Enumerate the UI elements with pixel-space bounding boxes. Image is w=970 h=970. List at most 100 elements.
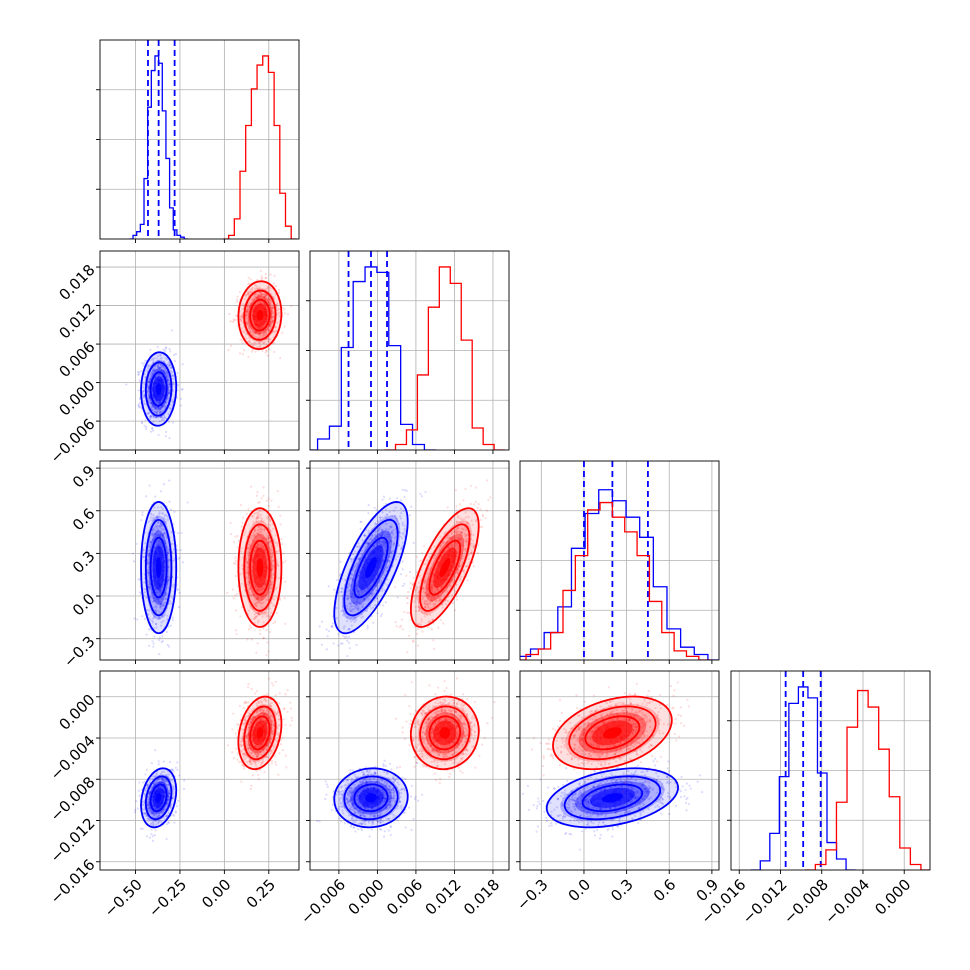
scatter-point <box>155 517 159 520</box>
scatter-point <box>400 546 404 549</box>
scatter-point <box>366 587 369 590</box>
scatter-point <box>140 518 143 522</box>
scatter-point <box>147 549 150 552</box>
scatter-point <box>159 522 162 525</box>
scatter-point <box>352 605 356 608</box>
scatter-point <box>256 601 259 604</box>
scatter-point <box>419 492 422 496</box>
scatter-point <box>444 581 447 584</box>
scatter-point <box>269 530 272 533</box>
scatter-point <box>237 539 240 542</box>
scatter-point <box>148 418 152 421</box>
scatter-point <box>376 612 379 615</box>
scatter-point <box>422 581 426 584</box>
scatter-point <box>368 543 371 546</box>
scatter-point <box>385 513 389 517</box>
scatter-point <box>361 605 364 608</box>
scatter-point <box>245 309 248 312</box>
scatter-point <box>149 415 152 418</box>
contour-line <box>144 361 173 417</box>
scatter-point <box>273 350 276 354</box>
scatter-point <box>261 545 264 548</box>
scatter-point <box>152 368 155 371</box>
scatter-point <box>253 344 256 347</box>
scatter-point <box>247 628 250 631</box>
scatter-point <box>247 591 250 594</box>
scatter-point <box>258 601 262 604</box>
scatter-point <box>155 606 158 609</box>
scatter-point <box>140 421 144 425</box>
scatter-point <box>151 580 155 583</box>
scatter-point <box>147 561 150 565</box>
scatter-point <box>146 390 149 393</box>
scatter-point <box>441 590 444 593</box>
scatter-point <box>145 427 148 431</box>
scatter-point <box>181 363 184 366</box>
scatter-point <box>152 642 155 645</box>
scatter-point <box>158 653 161 656</box>
scatter-point <box>255 604 258 607</box>
scatter-point <box>148 545 151 548</box>
scatter-point <box>248 340 251 343</box>
scatter-point <box>149 512 152 515</box>
scatter-point <box>247 554 250 557</box>
scatter-point <box>274 541 277 544</box>
scatter-point <box>260 334 263 337</box>
scatter-point <box>158 636 161 639</box>
scatter-point <box>474 500 477 503</box>
scatter-point <box>381 531 384 534</box>
scatter-point <box>368 604 372 607</box>
scatter-point <box>156 345 159 348</box>
scatter-point <box>155 626 158 629</box>
scatter-point <box>382 541 385 544</box>
scatter-point <box>266 614 269 617</box>
scatter-point <box>163 539 166 542</box>
scatter-point <box>171 375 174 378</box>
scatter-point <box>247 583 250 587</box>
scatter-point <box>244 295 248 298</box>
scatter-point <box>346 587 349 590</box>
scatter-point <box>167 558 171 561</box>
scatter-point <box>153 597 156 600</box>
scatter-point <box>262 601 265 604</box>
scatter-point <box>162 404 165 407</box>
scatter-point <box>396 596 399 599</box>
scatter-point <box>151 621 155 624</box>
scatter-point <box>159 415 162 419</box>
scatter-point <box>150 619 154 622</box>
scatter-point <box>137 578 140 581</box>
scatter-point <box>241 314 244 317</box>
scatter-point <box>430 587 433 590</box>
scatter-point <box>160 363 163 366</box>
scatter-point <box>257 331 261 334</box>
scatter-point <box>420 495 423 498</box>
scatter-point <box>152 533 155 536</box>
scatter-point <box>168 500 171 503</box>
scatter-point <box>264 549 267 552</box>
scatter-point <box>152 530 155 533</box>
scatter-point <box>356 605 359 608</box>
scatter-point <box>152 645 155 648</box>
scatter-point <box>166 619 169 622</box>
scatter-point <box>164 593 167 596</box>
scatter-point <box>158 401 161 404</box>
scatter-point <box>469 484 473 487</box>
scatter-point <box>155 516 159 519</box>
scatter-point <box>160 416 163 419</box>
scatter-point <box>392 509 395 512</box>
scatter-point <box>155 591 158 594</box>
scatter-point <box>260 278 263 281</box>
scatter-point <box>142 400 146 403</box>
scatter-point <box>430 599 433 602</box>
scatter-point <box>162 619 165 623</box>
scatter-point <box>164 370 167 373</box>
scatter-point <box>162 371 165 374</box>
scatter-point <box>386 578 389 581</box>
scatter-point <box>248 624 251 627</box>
scatter-point <box>147 545 151 548</box>
scatter-point <box>268 298 271 301</box>
scatter-point <box>149 540 152 544</box>
scatter-point <box>158 368 161 371</box>
scatter-point <box>142 382 146 385</box>
scatter-point <box>142 396 146 399</box>
